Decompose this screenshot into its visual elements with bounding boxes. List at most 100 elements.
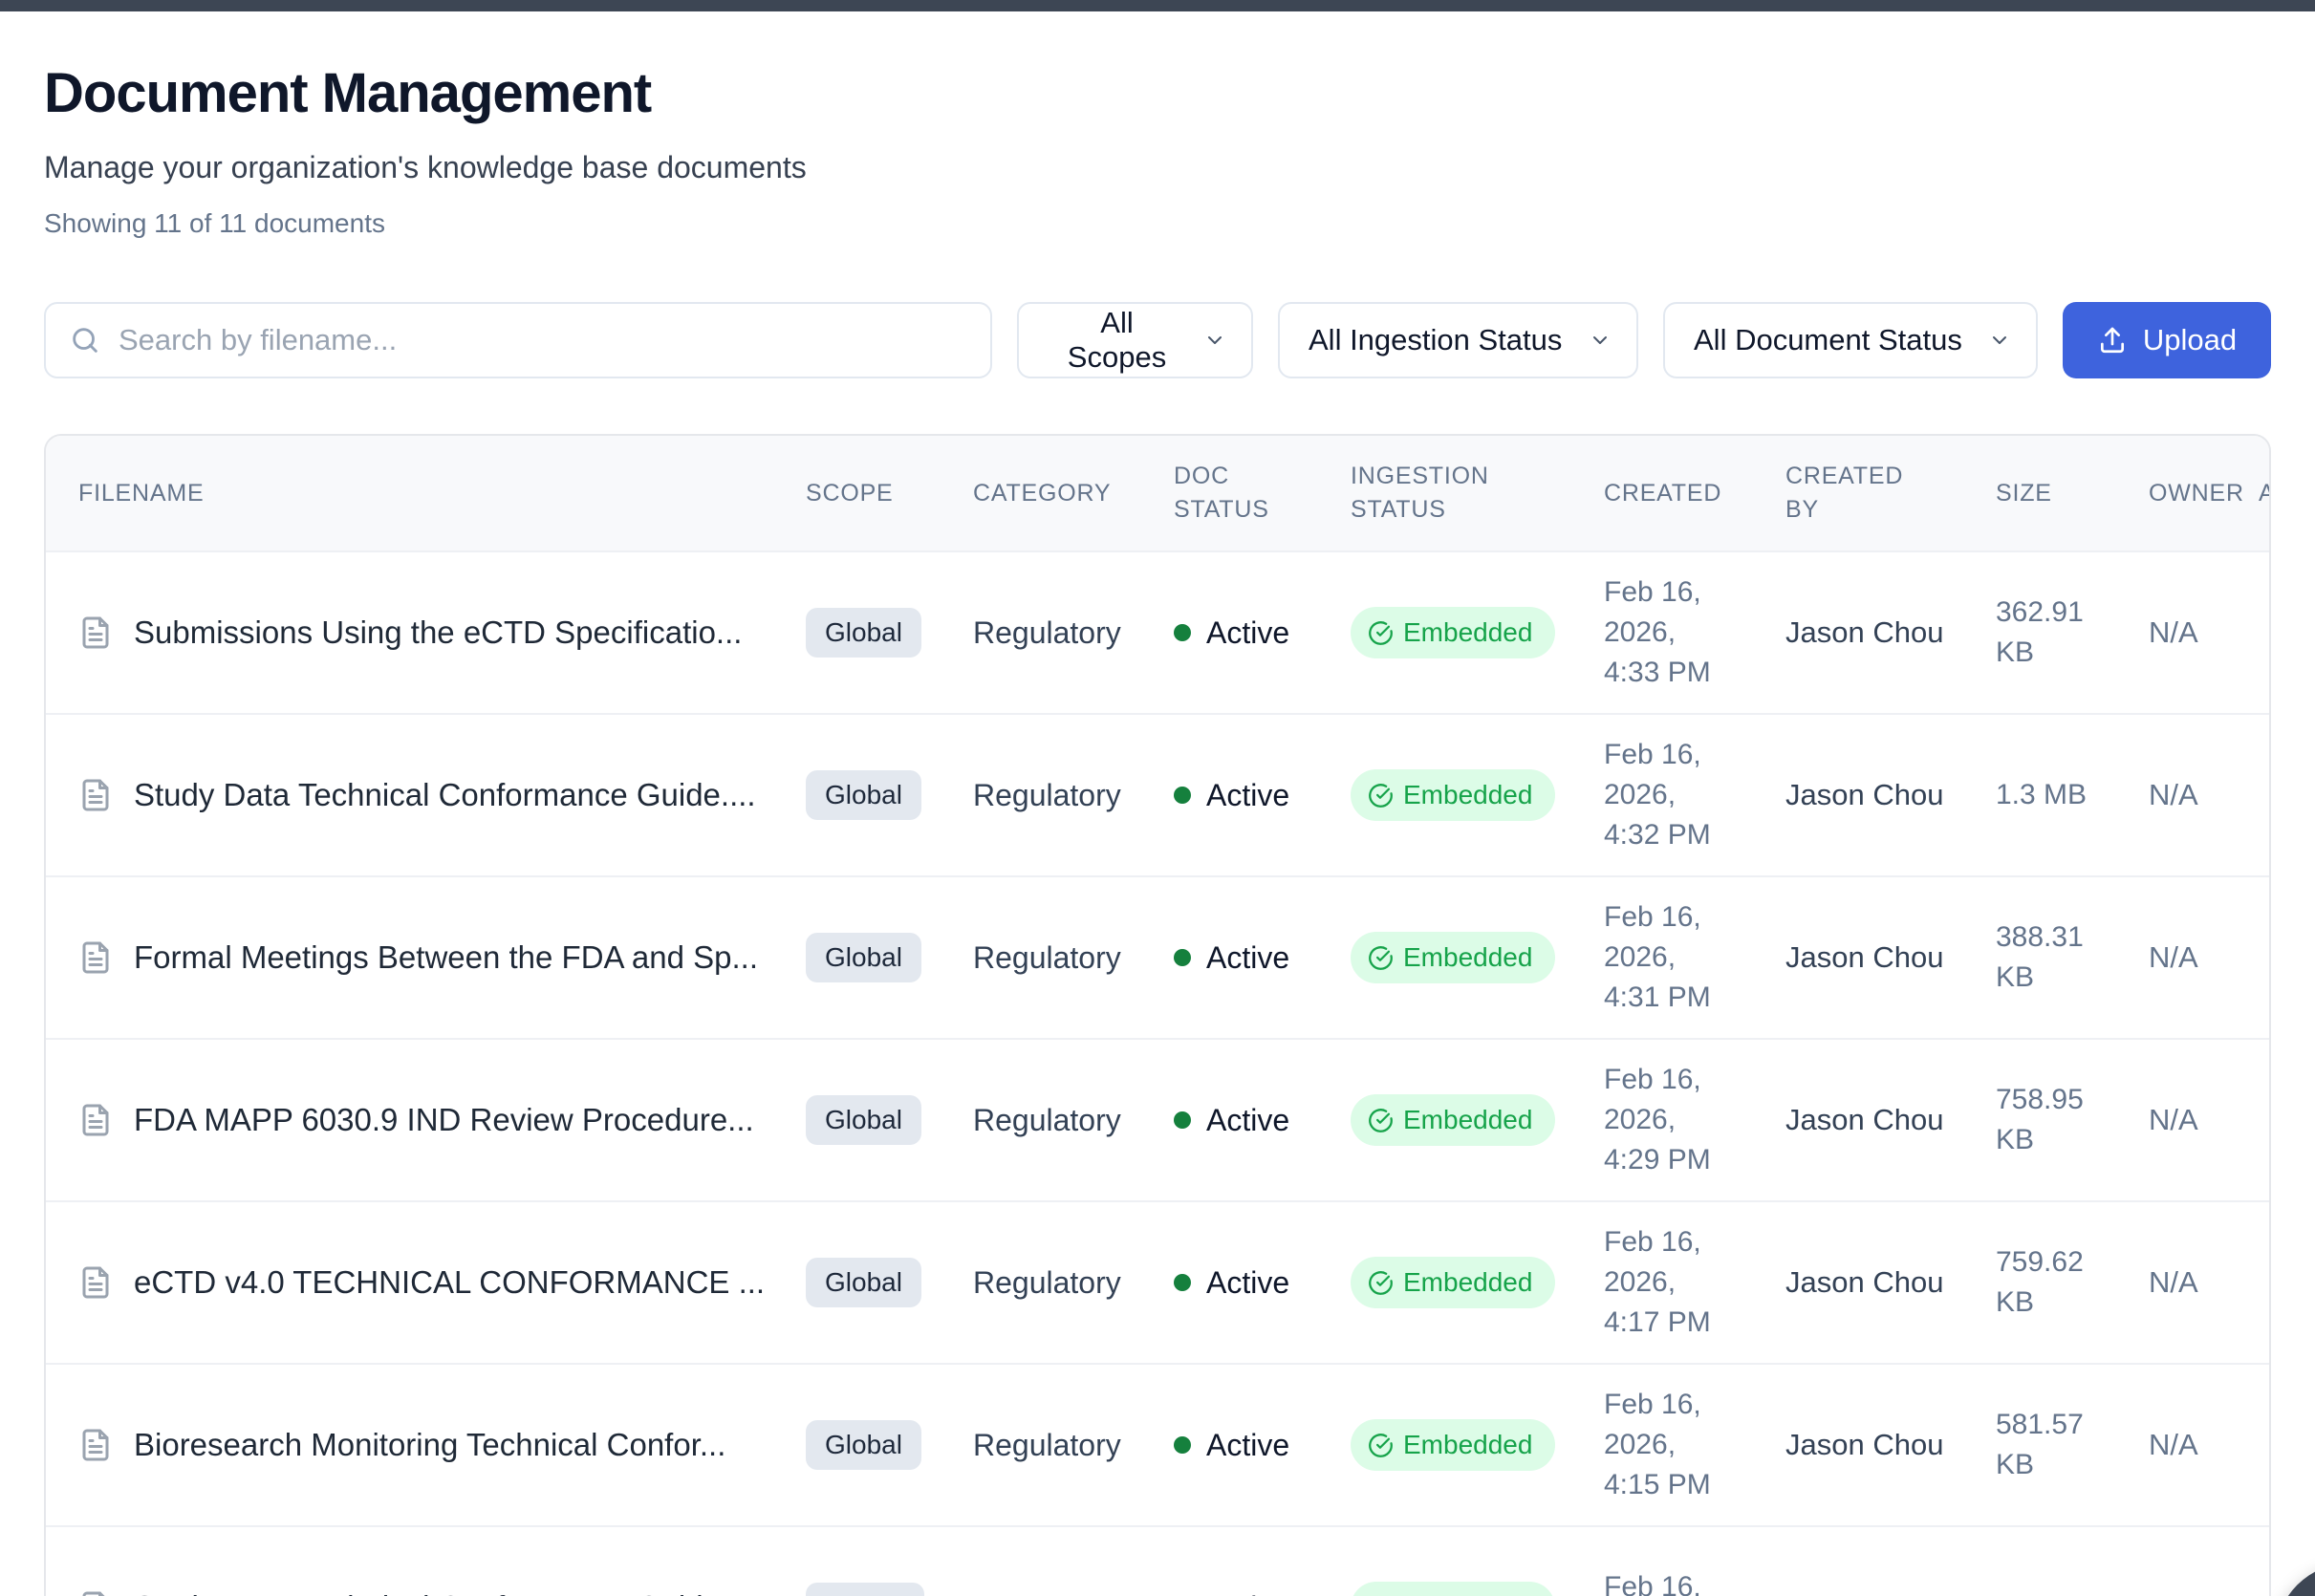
scope-filter-label: All Scopes xyxy=(1067,306,1167,374)
status-dot-icon xyxy=(1174,1274,1191,1291)
check-circle-icon xyxy=(1368,620,1394,646)
category-cell: Regulatory xyxy=(973,1102,1121,1137)
scope-cell: Global xyxy=(806,1095,973,1145)
created-cell: Feb 16, 2026, 4:15 PM xyxy=(1604,1389,1711,1500)
table-row[interactable]: Formal Meetings Between the FDA and Sp..… xyxy=(46,875,2269,1038)
table-row[interactable]: eCTD v4.0 TECHNICAL CONFORMANCE ... Glob… xyxy=(46,1200,2269,1363)
filename-cell[interactable]: Bioresearch Monitoring Technical Confor.… xyxy=(46,1427,806,1463)
ingestion-status-cell: Embedded xyxy=(1351,1094,1604,1146)
file-text-icon xyxy=(78,1590,113,1596)
scope-cell: Global xyxy=(806,1258,973,1307)
file-text-icon xyxy=(78,778,113,812)
owner-cell: N/A xyxy=(2149,1103,2198,1136)
table-row[interactable]: Submissions Using the eCTD Specificatio.… xyxy=(46,550,2269,713)
top-navigation-bar xyxy=(0,0,2315,11)
category-cell: Tenant xyxy=(973,1590,1174,1596)
doc-status-text: Active xyxy=(1206,1102,1290,1137)
created-by-cell: Jason Chou xyxy=(1785,1428,1944,1461)
table-header-row: Filename Scope Category Doc Status Inges… xyxy=(46,436,2269,550)
doc-status-text: Active xyxy=(1206,1427,1290,1462)
status-dot-icon xyxy=(1174,1111,1191,1129)
created-cell: Feb 16, 2026, 4:31 PM xyxy=(1604,901,1711,1013)
created-cell: Feb 16, 2026, 4:32 PM xyxy=(1604,739,1711,851)
scope-badge: Tenant xyxy=(806,1583,925,1596)
chevron-down-icon xyxy=(1988,329,2011,352)
search-icon xyxy=(69,324,101,356)
search-box[interactable] xyxy=(44,302,992,378)
filename-cell[interactable]: eCTD v4.0 TECHNICAL CONFORMANCE ... xyxy=(46,1264,806,1301)
category-cell: Regulatory xyxy=(973,1427,1121,1462)
scope-badge: Global xyxy=(806,1258,921,1307)
ingestion-status-text: Embedded xyxy=(1403,1592,1532,1596)
table-row[interactable]: Study Data Technical Conformance Guide..… xyxy=(46,713,2269,875)
doc-status-text: Active xyxy=(1206,777,1290,812)
filename-cell[interactable]: Submissions Using the eCTD Specificatio.… xyxy=(46,615,806,651)
file-text-icon xyxy=(78,615,113,650)
ingestion-status-pill: Embedded xyxy=(1351,1419,1556,1471)
column-header-owner: Owner xyxy=(2149,479,2244,507)
ingestion-status-pill: Embedded xyxy=(1351,932,1556,983)
ingestion-status-cell: Embedded xyxy=(1351,932,1604,983)
ingestion-status-text: Embedded xyxy=(1403,1430,1533,1459)
doc-status-cell: Active xyxy=(1174,1103,1351,1138)
column-header-created-by: Created By xyxy=(1785,463,1904,523)
filename-text: Study Data Technical Conformance Guide..… xyxy=(134,777,756,812)
ingestion-status-text: Embedded xyxy=(1403,942,1533,972)
size-cell: 362.91 KB xyxy=(1996,596,2084,668)
column-header-filename: Filename xyxy=(78,479,205,507)
upload-button[interactable]: Upload xyxy=(2063,302,2271,378)
ingestion-status-cell: Embedded xyxy=(1351,769,1604,821)
created-by-cell: Jason Chou xyxy=(1785,1265,1944,1299)
owner-cell: N/A xyxy=(2149,940,2198,974)
check-circle-icon xyxy=(1368,783,1394,809)
document-status-filter-dropdown[interactable]: All Document Status xyxy=(1663,302,2038,378)
search-input[interactable] xyxy=(119,323,967,357)
scope-badge: Global xyxy=(806,608,921,658)
status-dot-icon xyxy=(1174,624,1191,641)
doc-status-cell: Active xyxy=(1174,615,1351,651)
size-cell: 1.3 MB xyxy=(1996,779,2088,810)
table-row[interactable]: Study Data Technical Conformance Guide..… xyxy=(46,1525,2269,1596)
doc-status-text: Active xyxy=(1206,615,1290,650)
doc-status-text: Active xyxy=(1206,939,1290,975)
filename-cell[interactable]: Study Data Technical Conformance Guide..… xyxy=(46,777,806,813)
created-by-cell: Jason Chou xyxy=(1785,1103,1944,1136)
filename-cell[interactable]: Study Data Technical Conformance Guide..… xyxy=(46,1589,806,1596)
check-circle-icon xyxy=(1368,1433,1394,1458)
doc-status-cell: Active xyxy=(1174,940,1351,976)
ingestion-status-filter-dropdown[interactable]: All Ingestion Status xyxy=(1278,302,1638,378)
filename-text: FDA MAPP 6030.9 IND Review Procedure... xyxy=(134,1102,754,1137)
ingestion-status-text: Embedded xyxy=(1403,1105,1533,1134)
ingestion-status-cell: Embedded xyxy=(1351,1257,1604,1308)
owner-cell: N/A xyxy=(2149,778,2198,811)
filename-cell[interactable]: Formal Meetings Between the FDA and Sp..… xyxy=(46,939,806,976)
table-row[interactable]: Bioresearch Monitoring Technical Confor.… xyxy=(46,1363,2269,1525)
size-cell: 758.95 KB xyxy=(1996,1084,2084,1155)
filename-text: Submissions Using the eCTD Specificatio.… xyxy=(134,615,743,650)
scope-badge: Global xyxy=(806,770,921,820)
scope-badge: Global xyxy=(806,933,921,982)
size-cell: 581.57 KB xyxy=(1996,1409,2084,1480)
column-header-category: Category xyxy=(973,479,1112,507)
toolbar: All Scopes All Ingestion Status All Docu… xyxy=(44,302,2271,378)
size-cell: 759.62 KB xyxy=(1996,1246,2084,1318)
ingestion-status-cell: Embedded xyxy=(1351,1419,1604,1471)
scope-cell: Global xyxy=(806,933,973,982)
created-cell: Feb 16, 2026, 4:33 PM xyxy=(1604,576,1711,688)
doc-status-cell: Active xyxy=(1174,1265,1351,1301)
ingestion-status-pill: Embedded xyxy=(1351,769,1556,821)
filename-cell[interactable]: FDA MAPP 6030.9 IND Review Procedure... xyxy=(46,1102,806,1138)
created-cell: Feb 16, 2026, xyxy=(1604,1571,1701,1596)
page-title: Document Management xyxy=(44,62,652,124)
file-text-icon xyxy=(78,1103,113,1137)
ingestion-status-text: Embedded xyxy=(1403,1267,1533,1297)
scope-filter-dropdown[interactable]: All Scopes xyxy=(1017,302,1253,378)
doc-status-cell: Active xyxy=(1174,1428,1351,1463)
file-text-icon xyxy=(78,1428,113,1462)
table-row[interactable]: FDA MAPP 6030.9 IND Review Procedure... … xyxy=(46,1038,2269,1200)
ingestion-status-text: Embedded xyxy=(1403,617,1533,647)
doc-status-cell: Active xyxy=(1174,1590,1351,1596)
column-header-created: Created xyxy=(1604,479,1722,507)
page-subtitle: Manage your organization's knowledge bas… xyxy=(44,150,807,184)
documents-table-card: Filename Scope Category Doc Status Inges… xyxy=(44,434,2271,1596)
